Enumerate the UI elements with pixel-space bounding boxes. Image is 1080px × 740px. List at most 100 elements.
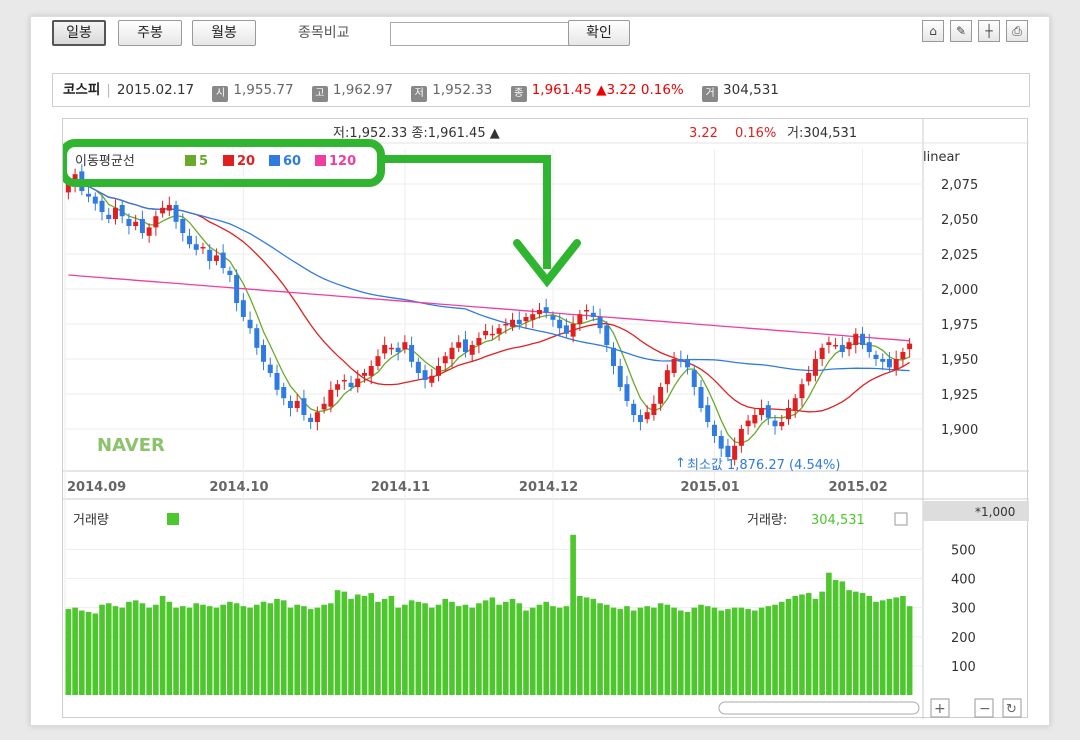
volume-value: 304,531 xyxy=(723,82,779,98)
volume-bar xyxy=(105,603,112,695)
candle-body xyxy=(543,307,549,313)
volume-bar xyxy=(503,601,509,695)
volume-bar xyxy=(529,607,536,695)
print-icon[interactable]: ⎙ xyxy=(1006,20,1028,42)
volume-bar xyxy=(873,601,879,695)
candle-body xyxy=(449,347,455,359)
candle-body xyxy=(604,325,610,345)
quote-info-bar: 코스피 | 2015.02.17 시 1,955.77 고 1,962.97 저 1,95… xyxy=(52,73,1030,107)
candle-body xyxy=(335,384,341,390)
volume-bar xyxy=(496,604,502,695)
candle-body xyxy=(503,324,509,326)
volume-bar xyxy=(678,610,684,695)
candle-body xyxy=(886,359,892,368)
pencil-icon[interactable]: ✎ xyxy=(950,20,972,42)
volume-bar xyxy=(785,598,792,695)
zoom-in-button[interactable] xyxy=(930,698,950,718)
volume-bar xyxy=(462,604,469,695)
candle-body xyxy=(664,370,670,385)
daily-button[interactable]: 일봉 xyxy=(52,20,106,46)
volume-bar xyxy=(772,604,778,695)
compare-input[interactable] xyxy=(390,22,572,46)
candle-body xyxy=(247,319,253,329)
volume-bar xyxy=(805,593,812,695)
volume-bar xyxy=(85,612,92,695)
volume-bar xyxy=(752,610,758,695)
candle-body xyxy=(469,345,475,355)
ma120-line xyxy=(68,274,910,342)
quote-date: 2015.02.17 xyxy=(116,82,195,98)
candle-body xyxy=(126,219,132,226)
candle-body xyxy=(637,415,643,422)
candle-body xyxy=(651,403,657,415)
volume-bar xyxy=(644,606,650,695)
volume-bar xyxy=(280,600,287,695)
candle-body xyxy=(563,325,569,334)
volume-bar xyxy=(415,601,422,695)
candle-body xyxy=(180,219,186,233)
volume-bar xyxy=(819,591,825,695)
candle-body xyxy=(382,345,388,354)
candle-body xyxy=(496,328,502,334)
volume-bar xyxy=(852,591,859,695)
candle-body xyxy=(577,314,583,324)
ma60-line xyxy=(68,178,910,372)
min-arrow-icon: ↑ xyxy=(675,456,686,471)
candle-body xyxy=(759,408,765,415)
candle-body xyxy=(745,420,751,427)
index-name: 코스피 xyxy=(63,82,101,98)
candle-body xyxy=(557,319,563,329)
candle-body xyxy=(698,387,704,408)
volume-bar xyxy=(260,601,267,695)
volume-bar xyxy=(664,604,671,695)
candle-body xyxy=(92,196,98,204)
volume-bar xyxy=(711,607,718,695)
crosshair-icon[interactable]: ┼ xyxy=(978,20,1000,42)
candle-body xyxy=(819,347,825,359)
ma-legend: 이동평균선 5 20 60 120 xyxy=(75,154,356,169)
volume-close-icon[interactable] xyxy=(894,512,908,526)
candle-body xyxy=(880,359,886,362)
volume-bar xyxy=(449,601,455,695)
candle-body xyxy=(65,184,71,193)
volume-bar xyxy=(348,598,354,695)
confirm-button[interactable]: 확인 xyxy=(568,20,630,46)
volume-bar xyxy=(536,604,543,695)
chart-scrollbar[interactable] xyxy=(718,701,920,715)
volume-bar xyxy=(408,600,415,695)
candle-body xyxy=(422,370,428,380)
zoom-out-button[interactable] xyxy=(974,698,994,718)
volume-bar xyxy=(99,604,105,695)
annotation-arrow-head xyxy=(513,239,581,288)
close-value: 1,961.45 xyxy=(531,82,592,98)
price-tick-label: 2,075 xyxy=(941,178,978,193)
price-tick-label: 2,000 xyxy=(941,283,978,298)
legend-label-20: 20 xyxy=(237,154,255,169)
candle-body xyxy=(281,387,287,399)
volume-bar xyxy=(119,607,126,695)
legend-swatch-5 xyxy=(185,155,196,166)
high-tag-icon: 고 xyxy=(311,86,328,102)
candle-body xyxy=(590,312,596,317)
volume-bar xyxy=(556,607,563,695)
candle-body xyxy=(254,328,260,348)
open-value: 1,955.77 xyxy=(233,82,294,98)
annotation-arrow-line xyxy=(381,155,551,269)
pin-icon[interactable]: ⌂ xyxy=(922,20,944,42)
volume-bar xyxy=(812,598,819,695)
stock-chart-svg[interactable]: 1,900 1,925 1,950 1,975 2,000 2,025 2,050 2,075… xyxy=(59,119,1029,719)
candle-body xyxy=(853,333,859,345)
candle-body xyxy=(792,398,798,411)
volume-value-label: 거래량: xyxy=(747,513,787,528)
volume-bar xyxy=(630,610,637,695)
volume-bar xyxy=(402,604,408,695)
min-value-label: 최소값 1,876.27 (4.54%) xyxy=(687,458,840,473)
monthly-button[interactable]: 월봉 xyxy=(192,20,256,46)
weekly-button[interactable]: 주봉 xyxy=(118,20,182,46)
reset-button[interactable] xyxy=(1002,698,1022,718)
header-volume: 거:304,531 xyxy=(787,126,857,141)
volume-bar xyxy=(274,598,280,695)
volume-bar xyxy=(617,609,624,695)
candle-body xyxy=(860,333,866,345)
volume-bar xyxy=(684,612,691,695)
